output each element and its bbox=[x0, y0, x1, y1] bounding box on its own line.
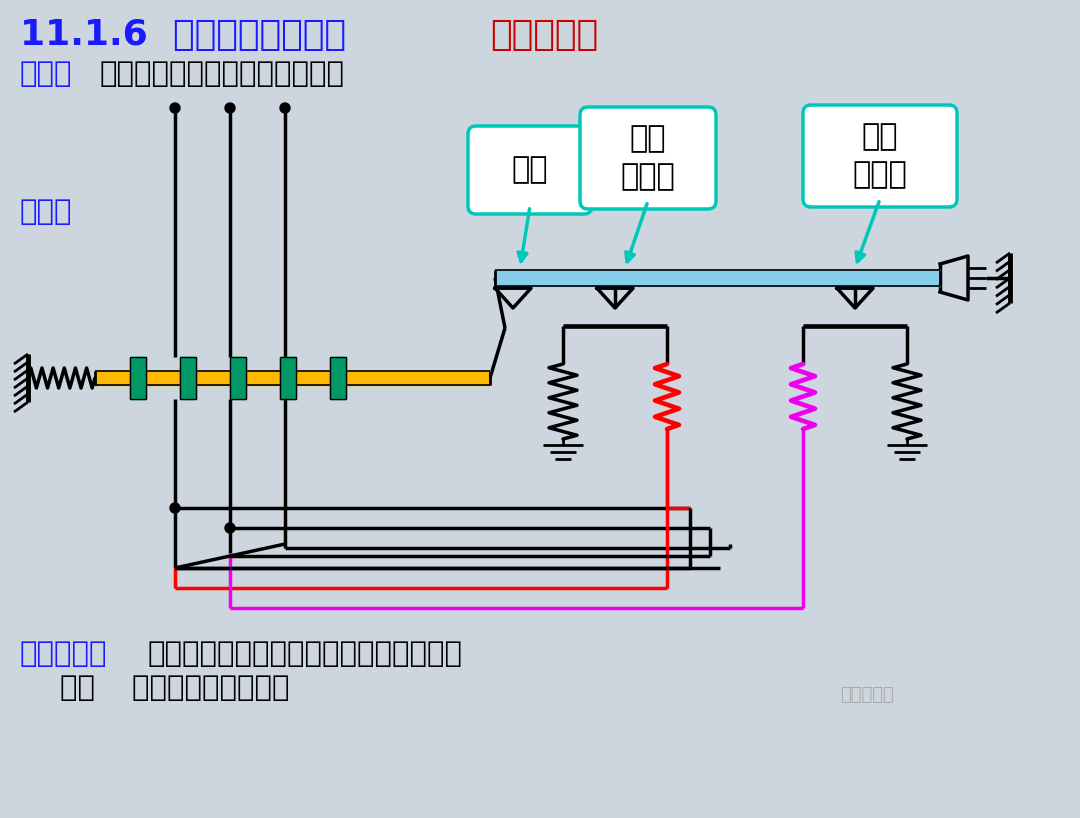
Text: 锁钉: 锁钉 bbox=[512, 155, 549, 185]
Bar bbox=[130, 357, 146, 399]
Bar bbox=[230, 357, 246, 399]
Circle shape bbox=[225, 523, 235, 533]
FancyBboxPatch shape bbox=[580, 107, 716, 209]
Text: 过流
脱扣器: 过流 脱扣器 bbox=[621, 124, 675, 191]
Circle shape bbox=[225, 103, 235, 113]
Bar bbox=[280, 357, 296, 399]
Text: 可实现短路、过载、失压保护。: 可实现短路、过载、失压保护。 bbox=[100, 60, 345, 88]
Text: 电气设计圈: 电气设计圈 bbox=[840, 686, 894, 704]
Circle shape bbox=[170, 503, 180, 513]
Bar bbox=[180, 357, 195, 399]
Text: 源；    过流脱扣即热脱扣。: 源； 过流脱扣即热脱扣。 bbox=[60, 674, 289, 702]
Text: 结构：: 结构： bbox=[21, 198, 72, 226]
Bar bbox=[330, 357, 346, 399]
Text: 工作原理：: 工作原理： bbox=[21, 640, 108, 668]
Text: 欠压
脱扣器: 欠压 脱扣器 bbox=[852, 123, 907, 190]
Bar bbox=[495, 270, 940, 286]
FancyBboxPatch shape bbox=[468, 126, 592, 214]
Circle shape bbox=[170, 103, 180, 113]
Text: 过流时，过流脱扣器将脱鑉顶开，断开电: 过流时，过流脱扣器将脱鑉顶开，断开电 bbox=[148, 640, 463, 668]
Text: 自动开关）: 自动开关） bbox=[490, 18, 598, 52]
Text: 作用：: 作用： bbox=[21, 60, 72, 88]
Text: 11.1.6  自动空气断路器（: 11.1.6 自动空气断路器（ bbox=[21, 18, 346, 52]
FancyBboxPatch shape bbox=[804, 105, 957, 207]
Circle shape bbox=[280, 103, 291, 113]
Bar bbox=[95, 371, 490, 385]
